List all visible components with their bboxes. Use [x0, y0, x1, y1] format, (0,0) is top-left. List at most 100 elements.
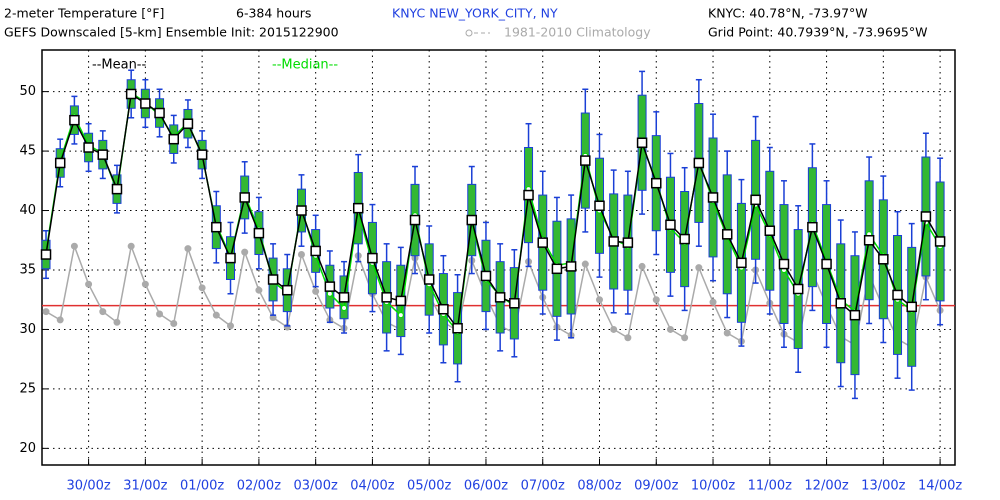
- plot-layer: 20 25 30 35 40 45 50 30/00z 31/00z 01/00z 02/00z 03…: [19, 50, 962, 494]
- mean-marker: [721, 229, 733, 240]
- y-tick-label: 20: [19, 441, 36, 456]
- mean-marker: [835, 298, 847, 309]
- point-marker: [198, 284, 206, 292]
- x-tick-label: 01/00z: [180, 479, 224, 494]
- mean-marker: [97, 149, 109, 160]
- x-tick-label: 03/00z: [294, 479, 338, 494]
- mean-marker: [367, 252, 378, 264]
- point-marker: [56, 316, 64, 324]
- point-marker: [156, 310, 164, 318]
- x-tick-label: 07/00z: [521, 479, 565, 494]
- mean-marker: [140, 98, 151, 109]
- legend-label: --Median--: [272, 58, 338, 73]
- mean-marker: [608, 236, 619, 247]
- y-tick-label: 30: [19, 322, 36, 337]
- point-marker: [666, 325, 674, 333]
- mean-marker: [906, 301, 917, 313]
- mean-marker: [736, 257, 747, 269]
- point-marker: [141, 280, 149, 288]
- point-marker: [85, 280, 93, 288]
- mean-marker: [40, 249, 52, 260]
- chart-subtitle: GEFS Downscaled [5-km] Ensemble Init: 20…: [4, 25, 339, 40]
- point-marker: [227, 322, 235, 330]
- legend-label: --Mean--: [92, 58, 146, 73]
- x-tick-label: 11/00z: [748, 479, 792, 494]
- mean-marker: [920, 211, 932, 222]
- mean-marker: [934, 236, 946, 247]
- point-marker: [652, 296, 660, 304]
- mean-marker: [849, 309, 861, 321]
- mean-marker: [423, 274, 435, 285]
- mean-marker: [892, 289, 903, 301]
- point-marker: [42, 308, 50, 316]
- mean-marker: [324, 281, 336, 292]
- mean-marker: [523, 189, 534, 201]
- mean-marker: [154, 107, 165, 119]
- mean-marker: [537, 237, 548, 248]
- point-marker: [70, 242, 78, 250]
- mean-marker: [693, 157, 705, 169]
- y-tick-label: 35: [19, 262, 36, 277]
- series-line: [45, 243, 941, 349]
- plot-frame: [41, 49, 956, 466]
- mean-marker: [54, 157, 66, 169]
- station-location: KNYC: 40.78°N, -73.97°W: [708, 6, 868, 21]
- point-marker: [113, 318, 121, 326]
- mean-marker: [622, 237, 634, 248]
- point-marker: [695, 264, 703, 272]
- mean-marker: [764, 225, 776, 236]
- mean-marker: [863, 235, 875, 246]
- mean-marker: [253, 227, 265, 239]
- x-tick-label: 30/00z: [66, 479, 110, 494]
- legend-marker: [465, 29, 473, 37]
- point-marker: [624, 334, 632, 342]
- point-marker: [638, 262, 646, 270]
- mean-marker: [69, 114, 80, 126]
- mean-marker: [111, 183, 123, 195]
- mean-marker: [83, 142, 94, 153]
- mean-marker: [679, 233, 690, 245]
- mean-marker: [196, 149, 208, 160]
- x-tick-label: 06/00z: [464, 479, 508, 494]
- y-tick-label: 40: [19, 203, 36, 218]
- point-marker: [297, 251, 305, 259]
- point-marker: [241, 248, 249, 256]
- x-tick-label: 13/00z: [861, 479, 905, 494]
- mean-marker: [509, 298, 520, 309]
- point-marker: [255, 286, 263, 294]
- mean-marker: [480, 270, 492, 282]
- x-tick-label: 05/00z: [407, 479, 451, 494]
- mean-marker: [352, 202, 364, 214]
- y-tick-label: 45: [19, 144, 36, 159]
- x-tick-label: 10/00z: [691, 479, 735, 494]
- mean-marker: [267, 274, 279, 285]
- grid-point: Grid Point: 40.7939°N, -73.9695°W: [708, 25, 927, 40]
- mean-marker: [239, 192, 250, 203]
- mean-marker: [438, 303, 449, 315]
- mean-marker: [750, 194, 761, 206]
- mean-marker: [225, 252, 236, 264]
- mean-marker: [409, 214, 421, 226]
- mean-marker: [211, 221, 222, 233]
- point-marker: [709, 298, 717, 306]
- point-marker: [581, 260, 589, 268]
- point-marker: [397, 312, 404, 319]
- point-marker: [127, 242, 135, 250]
- x-tick-label: 12/00z: [804, 479, 848, 494]
- x-tick-label: 14/00z: [918, 479, 962, 494]
- mean-marker: [651, 177, 662, 189]
- mean-marker: [807, 221, 818, 233]
- mean-marker: [338, 292, 350, 303]
- mean-marker: [636, 137, 648, 149]
- x-tick-label: 31/00z: [123, 479, 167, 494]
- legend: --Mean-- --Median-- 1981-2010 Climatology: [92, 25, 651, 73]
- point-marker: [595, 296, 603, 304]
- station-name: KNYC NEW_YORK_CITY, NY: [392, 6, 558, 21]
- mean-marker: [665, 219, 676, 231]
- point-marker: [184, 245, 192, 253]
- point-marker: [99, 308, 107, 316]
- mean-marker: [565, 261, 577, 272]
- chart-title: 2-meter Temperature [°F]: [4, 6, 164, 21]
- point-marker: [341, 305, 348, 312]
